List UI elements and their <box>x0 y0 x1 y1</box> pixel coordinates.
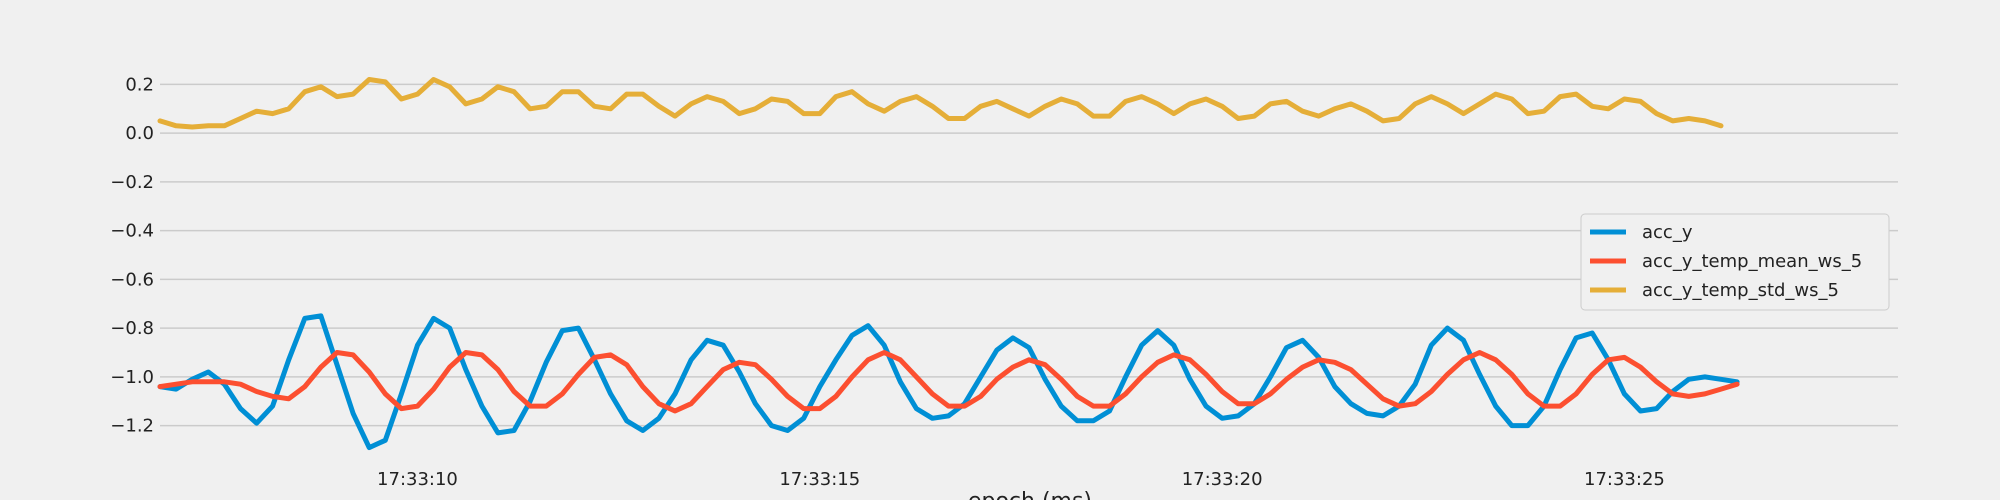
legend: acc_y acc_y_temp_mean_ws_5 acc_y_temp_std_… <box>1580 213 1890 311</box>
series-lines <box>157 77 1740 451</box>
series-line-acc-y-temp-std-ws-5 <box>157 77 1724 130</box>
y-tick-labels: 0.2 0.0 −0.2 −0.4 −0.6 −0.8 −1.0 −1.2 <box>110 74 154 436</box>
y-tick-label: −0.2 <box>110 172 154 193</box>
x-tick-label: 17:33:20 <box>1182 469 1263 490</box>
x-tick-label: 17:33:25 <box>1584 469 1665 490</box>
legend-label: acc_y_temp_mean_ws_5 <box>1642 251 1862 272</box>
x-tick-label: 17:33:10 <box>377 469 458 490</box>
x-tick-label: 17:33:15 <box>779 469 860 490</box>
series-line-acc-y <box>157 313 1740 451</box>
y-tick-label: −1.0 <box>110 367 154 388</box>
y-tick-label: −0.6 <box>110 269 154 290</box>
legend-label: acc_y_temp_std_ws_5 <box>1642 280 1839 301</box>
legend-label: acc_y <box>1642 222 1693 243</box>
legend-box <box>1580 213 1890 311</box>
series-line-acc-y-temp-mean-ws-5 <box>157 350 1740 414</box>
x-tick-labels: 17:33:10 17:33:15 17:33:20 17:33:25 <box>377 469 1665 490</box>
y-tick-label: −0.4 <box>110 221 154 242</box>
x-axis-label: epoch (ms) <box>968 489 1092 500</box>
y-tick-label: 0.2 <box>125 74 154 95</box>
y-tick-label: −1.2 <box>110 416 154 437</box>
y-tick-label: −0.8 <box>110 318 154 339</box>
y-tick-label: 0.0 <box>125 123 154 144</box>
